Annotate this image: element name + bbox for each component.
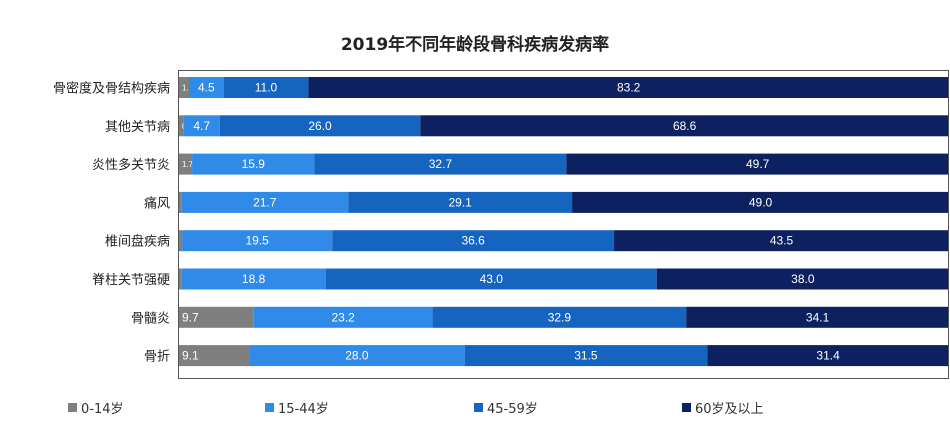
category-label: 椎间盘疾病	[105, 234, 170, 250]
category-label: 骨密度及骨结构疾病	[53, 81, 170, 97]
bar-segment	[614, 230, 949, 252]
data-label: 29.1	[448, 195, 472, 209]
legend-label: 0-14岁	[81, 402, 124, 417]
legend-swatch	[68, 403, 77, 412]
data-label: 18.8	[242, 272, 266, 286]
data-label: 21.7	[253, 195, 277, 209]
bar-segment	[348, 191, 573, 213]
legend: 0-14岁 15-44岁 45-59岁 60岁及以上	[0, 398, 950, 418]
legend-swatch	[265, 403, 274, 412]
bar-segment	[656, 268, 949, 290]
plot-area-frame	[178, 70, 949, 379]
data-label: 19.5	[245, 234, 269, 248]
bar-segment	[566, 153, 949, 175]
data-label: 38.0	[791, 272, 815, 286]
bar-segment	[332, 230, 615, 252]
bar-segment	[308, 77, 949, 98]
bar-segment	[182, 230, 333, 252]
bar-segment	[249, 345, 465, 367]
bar-segment	[179, 268, 182, 290]
legend-item: 0-14岁	[68, 398, 124, 417]
chart-title: 2019年不同年龄段骨科疾病发病率	[340, 35, 610, 55]
bar-segment	[179, 77, 190, 98]
bar-segment	[253, 306, 433, 328]
category-label: 其他关节病	[105, 120, 170, 135]
legend-label: 45-59岁	[487, 402, 538, 417]
data-label: 4.5	[198, 81, 215, 95]
data-label: 43.0	[480, 272, 504, 286]
bars-group: 1.34.511.083.20.64.726.068.61.715.932.74…	[179, 77, 950, 367]
legend-item: 15-44岁	[265, 398, 329, 417]
data-label: 23.2	[331, 310, 355, 324]
bar-segment	[572, 191, 949, 213]
data-label: 15.9	[242, 157, 266, 171]
bar-segment	[179, 230, 183, 252]
data-label: 49.0	[749, 195, 773, 209]
bar-segment	[686, 306, 949, 328]
data-label: 4.7	[193, 119, 210, 133]
category-label: 骨折	[144, 350, 170, 365]
bar-segment	[219, 115, 421, 137]
data-label: 9.7	[182, 310, 199, 324]
bar-segment	[432, 306, 687, 328]
data-label: 1.3	[182, 84, 194, 93]
bar-segment	[179, 191, 182, 213]
data-label: 32.7	[429, 157, 453, 171]
bar-segment	[192, 153, 315, 175]
data-label: 1.7	[182, 160, 194, 169]
data-label: 49.7	[746, 157, 770, 171]
legend-swatch	[682, 403, 691, 412]
bar-segment	[420, 115, 950, 137]
bar-segment	[179, 345, 250, 367]
data-label: 34.1	[806, 310, 830, 324]
bar-segment	[325, 268, 657, 290]
bar-segment	[179, 153, 193, 175]
legend-item: 60岁及以上	[682, 398, 764, 417]
data-label: 31.5	[574, 349, 598, 363]
data-label: 83.2	[617, 81, 641, 95]
legend-swatch	[474, 403, 483, 412]
bar-segment	[183, 115, 220, 137]
category-label: 骨髓炎	[131, 311, 170, 326]
bar-segment	[314, 153, 567, 175]
data-label: 43.5	[770, 234, 794, 248]
data-label: 32.9	[548, 310, 572, 324]
bar-segment	[223, 77, 309, 98]
data-label: 31.4	[816, 349, 840, 363]
data-label: 68.6	[673, 119, 697, 133]
data-label: 28.0	[345, 349, 369, 363]
legend-label: 15-44岁	[278, 402, 329, 417]
bar-segment	[181, 191, 349, 213]
data-label: 26.0	[308, 119, 332, 133]
bar-segment	[707, 345, 949, 367]
bar-segment	[464, 345, 708, 367]
category-label: 炎性多关节炎	[92, 157, 170, 173]
bar-segment	[189, 77, 224, 98]
data-label: 11.0	[255, 81, 278, 95]
category-label: 痛风	[144, 195, 170, 211]
bar-segment	[181, 268, 326, 290]
category-label: 脊柱关节强硬	[92, 273, 170, 288]
bar-segment	[179, 306, 254, 328]
legend-label: 60岁及以上	[695, 402, 764, 417]
data-label: 36.6	[461, 234, 485, 248]
bar-segment	[179, 115, 184, 137]
data-label: 9.1	[182, 349, 199, 363]
legend-item: 45-59岁	[474, 398, 538, 417]
